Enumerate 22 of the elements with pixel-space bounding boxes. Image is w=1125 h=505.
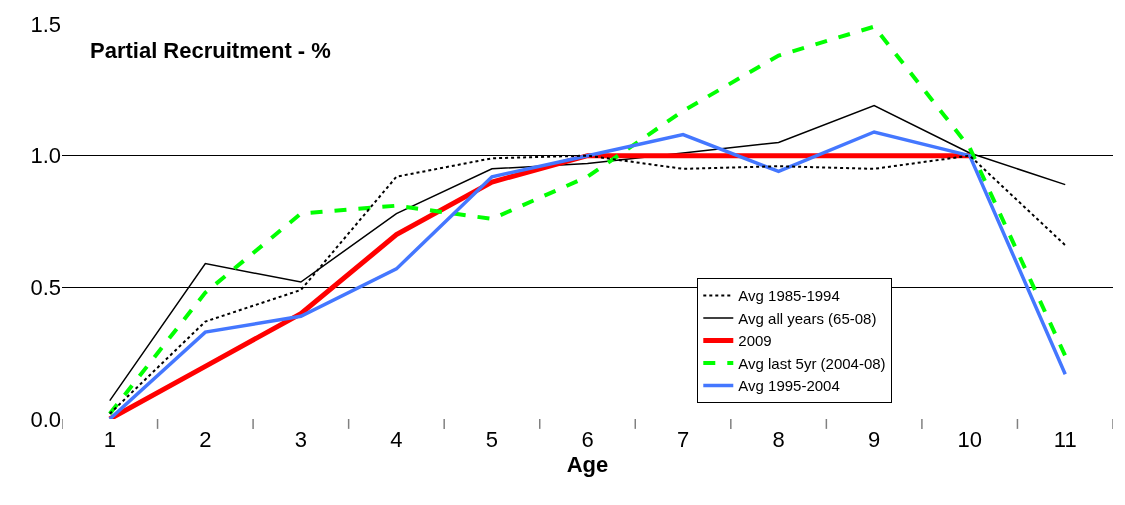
y-tick-label: 1.0	[30, 143, 61, 169]
x-tick-label: 4	[390, 427, 403, 453]
x-tick-label: 11	[1053, 427, 1077, 453]
x-tick-label: 7	[676, 427, 690, 453]
legend-label: Avg 1985-1994	[738, 287, 840, 305]
text: Partial Recruitment - %	[90, 38, 331, 64]
y-tick-label: 0.0	[30, 406, 61, 432]
x-tick-label: 5	[485, 427, 499, 453]
y-tick-label: 1.5	[30, 11, 61, 37]
y-tick-label: 0.5	[30, 275, 61, 301]
legend-label: Avg 1995-2004	[738, 377, 840, 395]
x-tick-label: 10	[957, 427, 982, 453]
x-tick-label: 1	[103, 427, 116, 453]
x-tick-label: 9	[868, 427, 881, 453]
legend-label: 2009	[738, 332, 772, 350]
x-tick-label: 3	[294, 427, 307, 453]
x-tick-label: 2	[199, 427, 212, 453]
x-tick-label: 6	[581, 427, 594, 453]
legend-label: Avg all years (65-08)	[738, 309, 877, 327]
x-tick-label: 8	[772, 427, 785, 453]
x-axis-title: Age	[566, 452, 609, 478]
legend-label: Avg last 5yr (2004-08)	[738, 354, 886, 372]
